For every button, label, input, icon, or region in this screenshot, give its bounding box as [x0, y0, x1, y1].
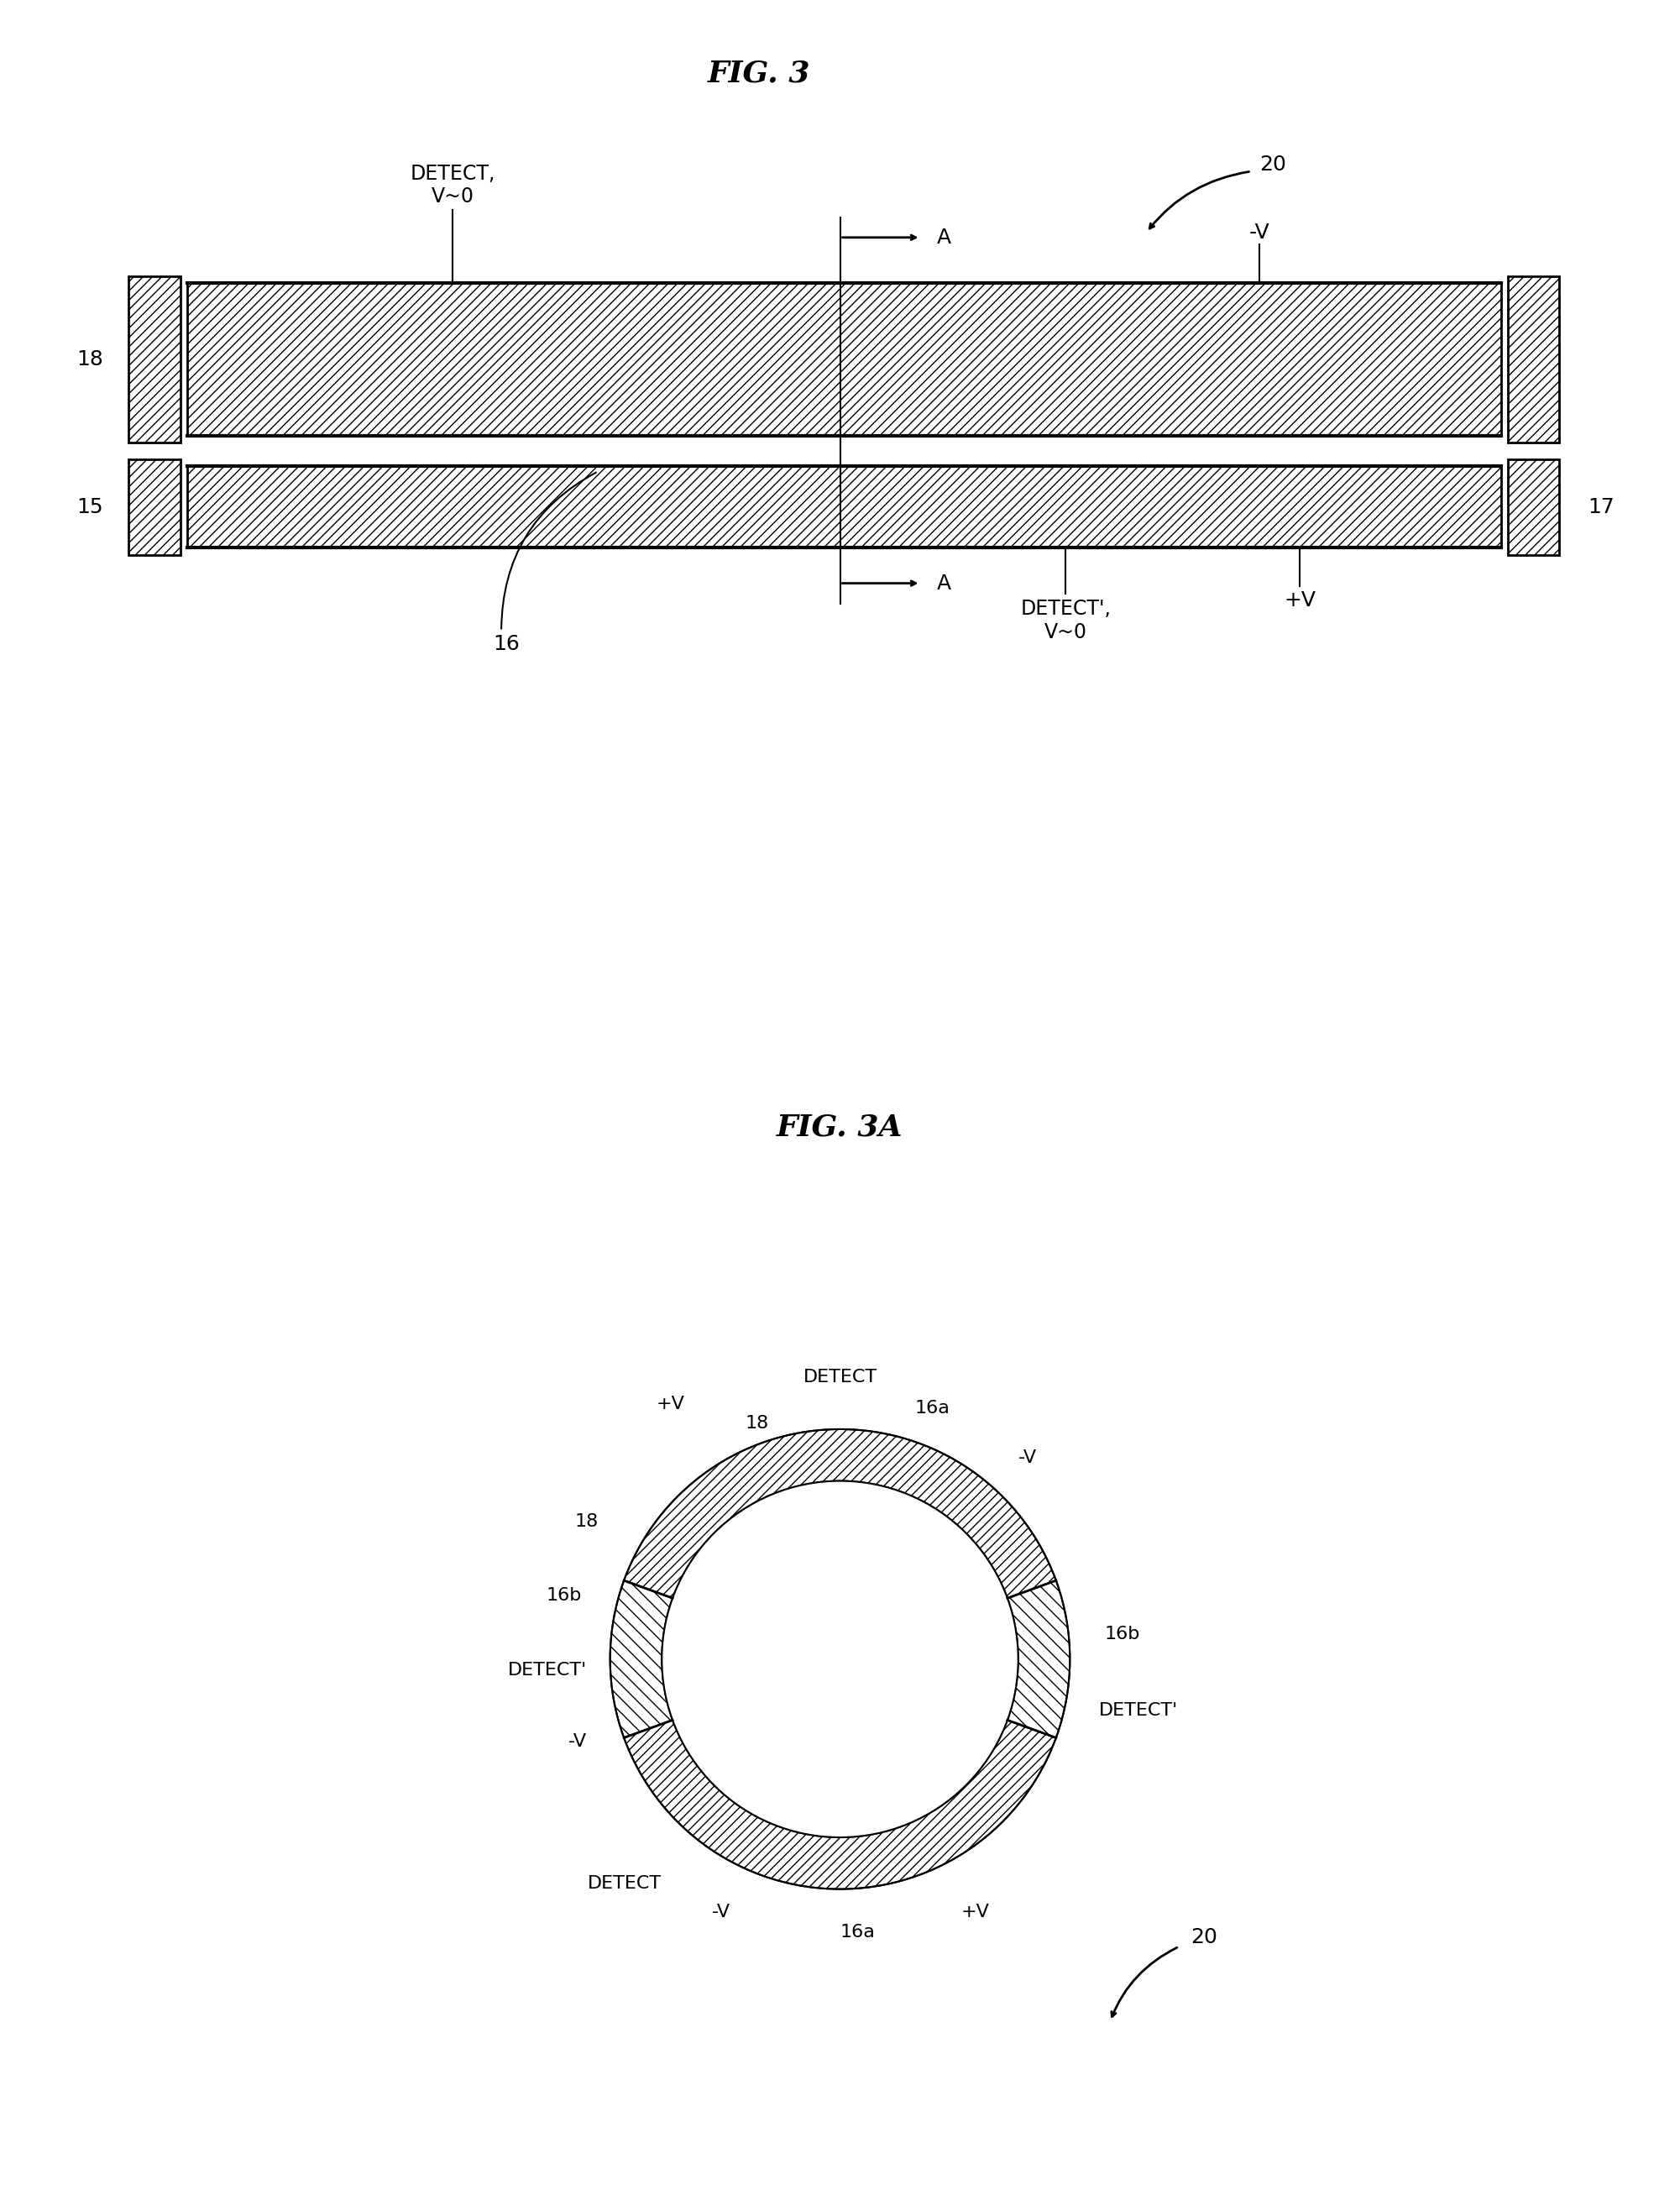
Text: 18: 18: [575, 1512, 598, 1530]
Text: DETECT': DETECT': [1099, 1702, 1178, 1720]
Text: DETECT: DETECT: [588, 1875, 662, 1893]
Text: DETECT: DETECT: [803, 1369, 877, 1386]
Circle shape: [662, 1481, 1018, 1837]
Text: A: A: [937, 573, 951, 593]
Wedge shape: [610, 1581, 672, 1738]
Text: A: A: [937, 228, 951, 248]
Text: 20: 20: [1260, 155, 1287, 175]
Bar: [129, 276, 180, 442]
Bar: [186, 283, 1502, 436]
Text: 16b: 16b: [1104, 1625, 1141, 1643]
Text: DETECT,
V~0: DETECT, V~0: [410, 164, 496, 208]
Text: 16a: 16a: [840, 1924, 875, 1941]
Text: -V: -V: [568, 1733, 586, 1751]
Text: DETECT': DETECT': [507, 1663, 586, 1678]
Text: -V: -V: [1018, 1450, 1037, 1466]
Text: +V: +V: [657, 1395, 685, 1413]
Text: 16b: 16b: [546, 1587, 581, 1605]
Bar: [129, 460, 180, 555]
Wedge shape: [1008, 1581, 1070, 1738]
Bar: [1507, 460, 1559, 555]
Text: -V: -V: [1248, 223, 1270, 243]
Text: 20: 20: [1191, 1928, 1218, 1948]
Bar: [186, 467, 1502, 548]
Text: 18: 18: [744, 1415, 769, 1433]
Text: +V: +V: [961, 1904, 990, 1921]
Wedge shape: [623, 1720, 1057, 1888]
Text: 16a: 16a: [914, 1400, 949, 1417]
Text: 15: 15: [77, 497, 104, 517]
Wedge shape: [623, 1428, 1057, 1599]
Text: -V: -V: [712, 1904, 731, 1921]
Text: +V: +V: [1284, 590, 1315, 610]
Text: 18: 18: [77, 349, 104, 369]
Text: FIG. 3: FIG. 3: [707, 60, 811, 88]
Text: FIG. 3A: FIG. 3A: [776, 1112, 904, 1141]
Text: 16: 16: [494, 635, 521, 654]
Text: 17: 17: [1588, 497, 1614, 517]
Text: DETECT',
V~0: DETECT', V~0: [1020, 599, 1110, 641]
Bar: [1507, 276, 1559, 442]
